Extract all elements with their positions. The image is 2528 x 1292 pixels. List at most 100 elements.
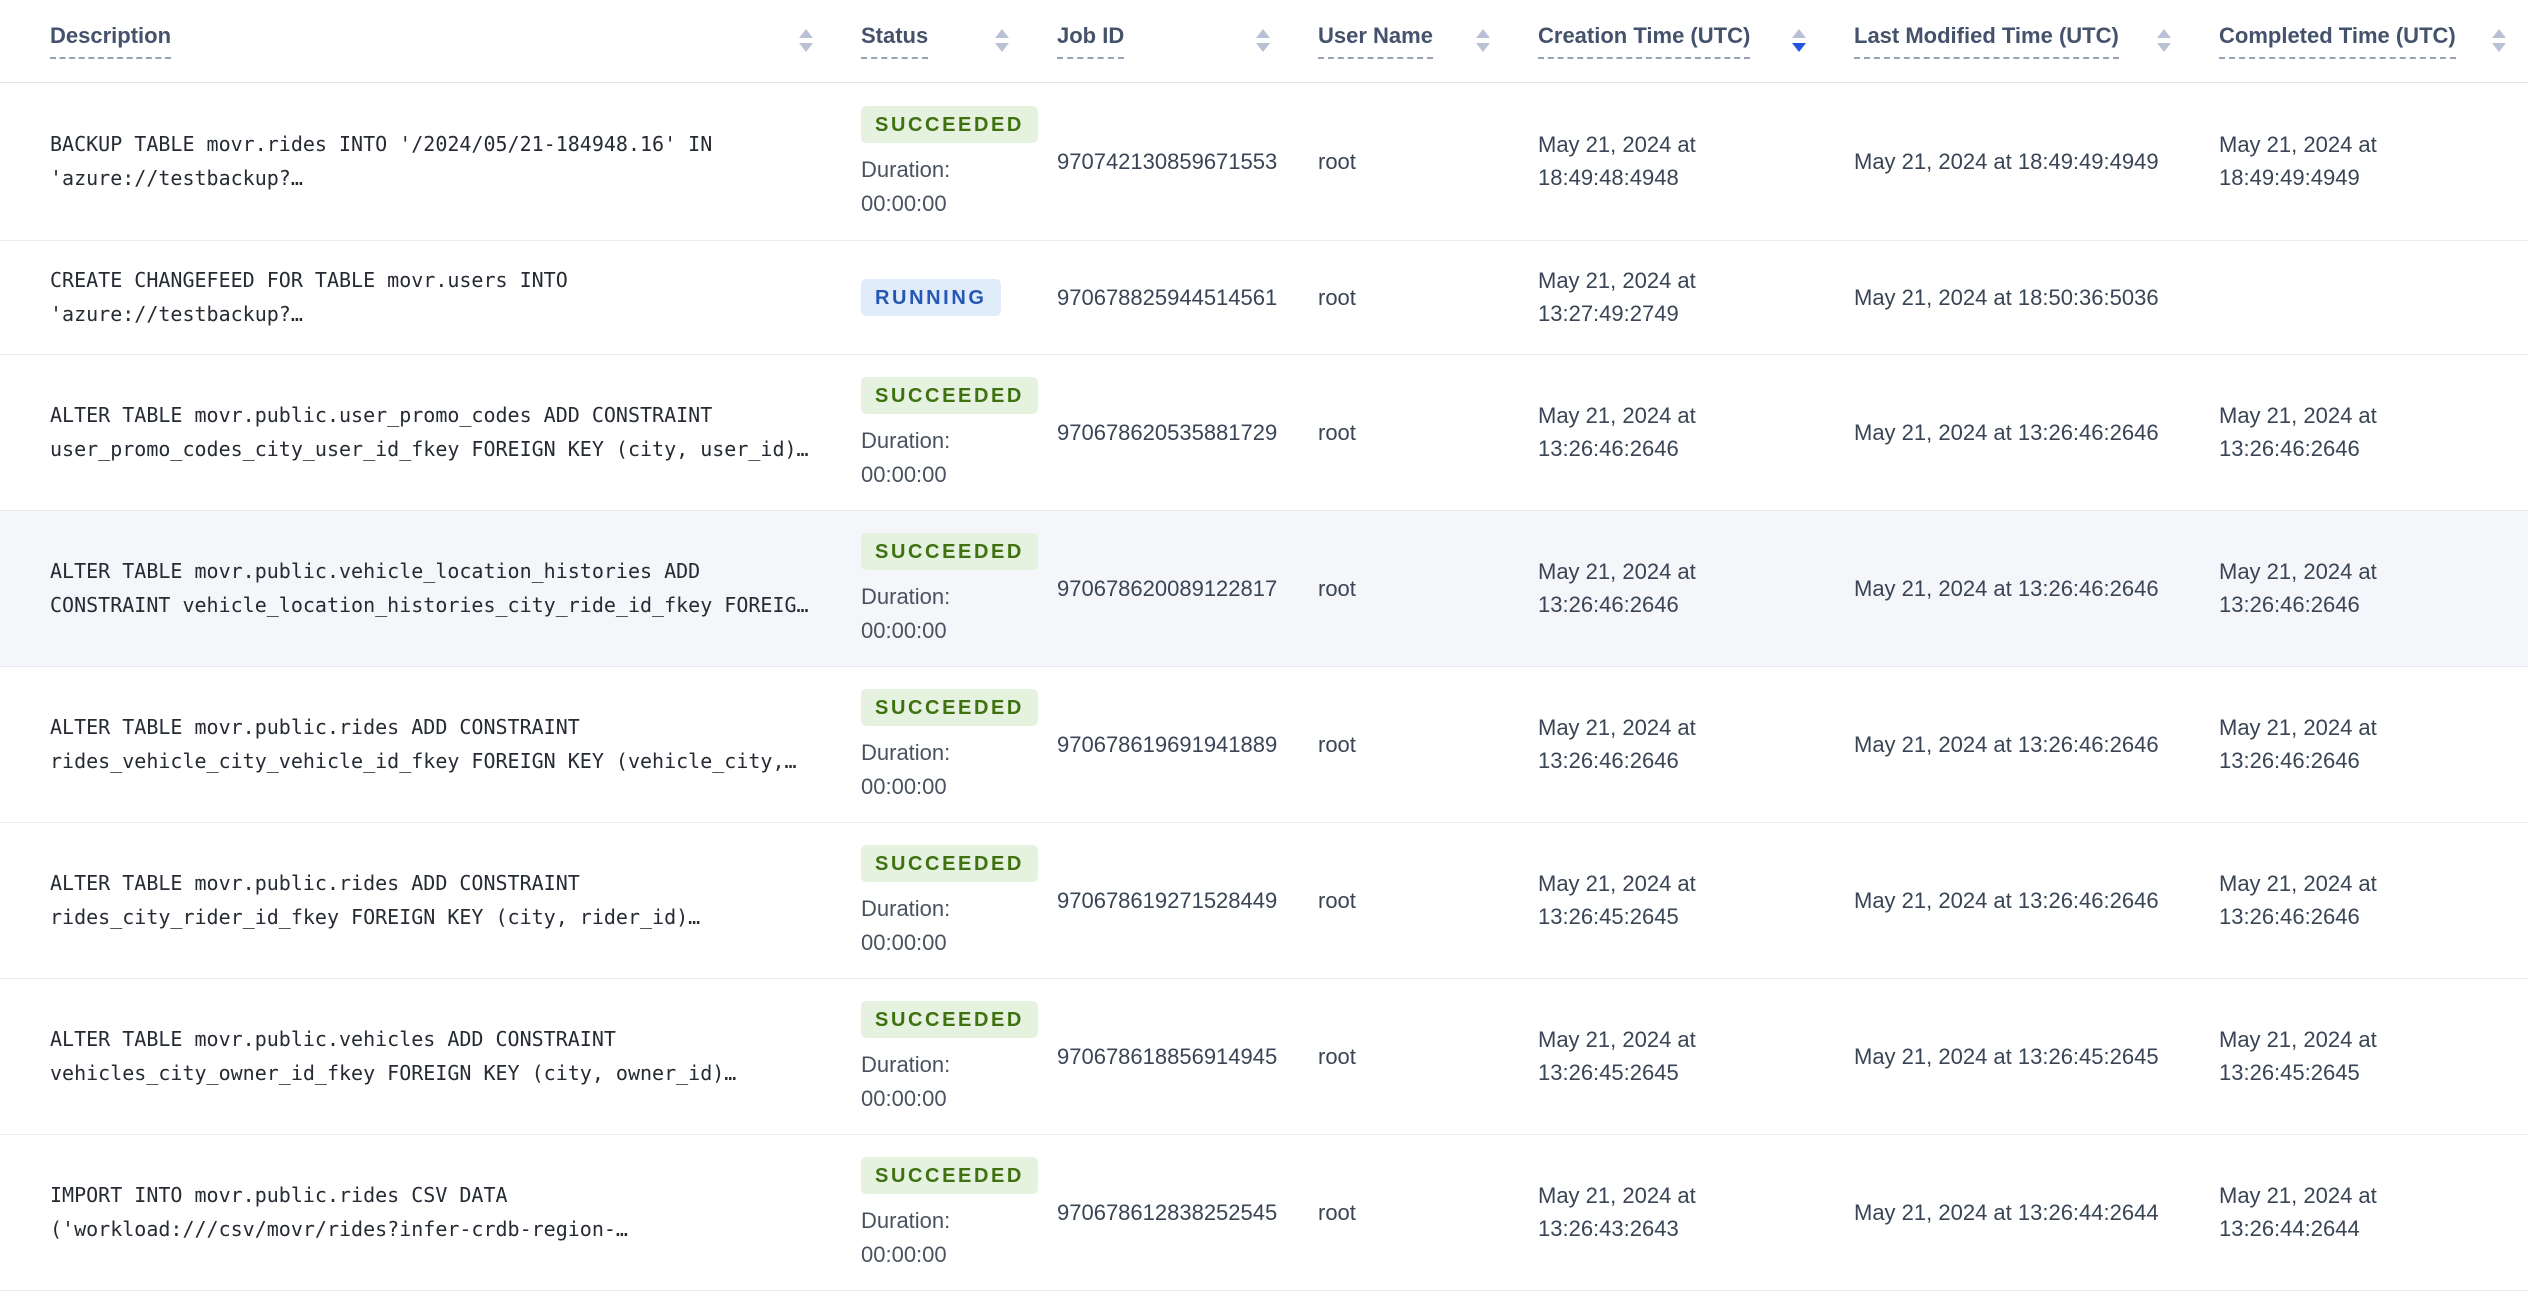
job-description-cell[interactable]: CREATE CHANGEFEED FOR TABLE movr.users I… (0, 240, 861, 355)
job-id-cell: 970678620089122817 (1057, 510, 1318, 667)
duration-value: 00:00:00 (861, 617, 947, 643)
sort-asc-icon[interactable] (1256, 29, 1270, 39)
user-name-cell: root (1318, 978, 1538, 1135)
last-modified-time-cell: May 21, 2024 at 13:26:46:2646 (1854, 666, 2219, 823)
job-description-cell[interactable]: BACKUP TABLE movr.rides INTO '/2024/05/2… (0, 82, 861, 241)
job-status-cell: SUCCEEDED Duration: 00:00:00 (861, 1134, 1057, 1291)
status-badge: SUCCEEDED (861, 105, 1038, 143)
column-header-status[interactable]: Status (861, 0, 1057, 83)
job-description-cell[interactable]: ALTER TABLE movr.public.rides ADD CONSTR… (0, 822, 861, 979)
creation-time-cell: May 21, 2024 at 13:26:43:2643 (1538, 1134, 1854, 1291)
user-name-cell: root (1318, 510, 1538, 667)
last-modified-time-cell: May 21, 2024 at 13:26:46:2646 (1854, 510, 2219, 667)
status-badge: SUCCEEDED (861, 532, 1038, 570)
creation-time-cell: May 21, 2024 at 13:26:45:2645 (1538, 822, 1854, 979)
sort-asc-icon[interactable] (2492, 29, 2506, 39)
column-header-completed-time[interactable]: Completed Time (UTC) (2219, 0, 2528, 83)
job-id-cell: 970742130859671553 (1057, 82, 1318, 241)
column-header-description[interactable]: Description (0, 0, 861, 83)
column-header-label: Completed Time (UTC) (2219, 23, 2456, 59)
sort-arrows-icon[interactable] (1256, 29, 1270, 53)
column-header-label: User Name (1318, 23, 1433, 59)
job-status-cell: SUCCEEDED Duration: 00:00:00 (861, 82, 1057, 241)
creation-time-cell: May 21, 2024 at 13:26:46:2646 (1538, 354, 1854, 511)
job-description-line: IMPORT INTO movr.public.rides CSV DATA (50, 1183, 508, 1207)
sort-desc-icon[interactable] (1256, 43, 1270, 53)
job-duration: Duration: 00:00:00 (861, 1208, 1057, 1268)
job-description-line: 'azure://testbackup?… (50, 302, 303, 326)
column-header-user-name[interactable]: User Name (1318, 0, 1538, 83)
table-row: ALTER TABLE movr.public.rides ADD CONSTR… (0, 666, 2528, 823)
job-duration: Duration: 00:00:00 (861, 157, 1057, 217)
header-row: Description Status Job ID User Name (0, 0, 2528, 83)
user-name-cell: root (1318, 1134, 1538, 1291)
creation-time-cell: May 21, 2024 at 13:26:46:2646 (1538, 666, 1854, 823)
duration-label: Duration: (861, 156, 951, 182)
sort-arrows-icon[interactable] (995, 29, 1009, 53)
job-description-cell[interactable]: ALTER TABLE movr.public.vehicles ADD CON… (0, 978, 861, 1135)
job-description-line: ALTER TABLE movr.public.user_promo_codes… (50, 403, 713, 427)
table-row: ALTER TABLE movr.public.vehicles ADD CON… (0, 978, 2528, 1135)
job-description-cell[interactable]: ALTER TABLE movr.public.vehicle_location… (0, 510, 861, 667)
sort-arrows-icon[interactable] (2492, 29, 2506, 53)
sort-asc-icon[interactable] (1792, 29, 1806, 39)
sort-asc-icon[interactable] (2157, 29, 2171, 39)
column-header-last-modified-time[interactable]: Last Modified Time (UTC) (1854, 0, 2219, 83)
user-name-cell: root (1318, 666, 1538, 823)
completed-time-cell: May 21, 2024 at 13:26:46:2646 (2219, 354, 2528, 511)
sort-asc-icon[interactable] (995, 29, 1009, 39)
job-description-cell[interactable]: ALTER TABLE movr.public.rides ADD CONSTR… (0, 666, 861, 823)
table-row: CREATE CHANGEFEED FOR TABLE movr.users I… (0, 240, 2528, 355)
last-modified-time-cell: May 21, 2024 at 13:26:45:2645 (1854, 978, 2219, 1135)
sort-arrows-icon[interactable] (1792, 29, 1806, 53)
status-badge: SUCCEEDED (861, 1000, 1038, 1038)
job-id-cell: 970678619691941889 (1057, 666, 1318, 823)
status-badge: SUCCEEDED (861, 376, 1038, 414)
job-description-line: rides_vehicle_city_vehicle_id_fkey FOREI… (50, 749, 797, 773)
sort-desc-icon[interactable] (2492, 43, 2506, 53)
job-status-cell: SUCCEEDED Duration: 00:00:00 (861, 822, 1057, 979)
sort-desc-icon[interactable] (995, 43, 1009, 53)
job-description-cell[interactable]: IMPORT INTO movr.public.rides CSV DATA ('… (0, 1134, 861, 1291)
column-header-label: Job ID (1057, 23, 1125, 59)
sort-desc-icon[interactable] (1792, 43, 1806, 53)
sort-desc-icon[interactable] (1476, 43, 1490, 53)
job-description-line: vehicles_city_owner_id_fkey FOREIGN KEY … (50, 1061, 737, 1085)
sort-asc-icon[interactable] (799, 29, 813, 39)
table-row: BACKUP TABLE movr.rides INTO '/2024/05/2… (0, 82, 2528, 241)
creation-time-cell: May 21, 2024 at 13:26:46:2646 (1538, 510, 1854, 667)
job-duration: Duration: 00:00:00 (861, 428, 1057, 488)
duration-value: 00:00:00 (861, 929, 947, 955)
table-row: ALTER TABLE movr.public.rides ADD CONSTR… (0, 822, 2528, 979)
job-status-cell: SUCCEEDED Duration: 00:00:00 (861, 666, 1057, 823)
status-badge: SUCCEEDED (861, 1156, 1038, 1194)
last-modified-time-cell: May 21, 2024 at 13:26:46:2646 (1854, 822, 2219, 979)
sort-asc-icon[interactable] (1476, 29, 1490, 39)
status-badge: RUNNING (861, 278, 1001, 316)
sort-arrows-icon[interactable] (2157, 29, 2171, 53)
column-header-label: Status (861, 23, 929, 59)
column-header-job-id[interactable]: Job ID (1057, 0, 1318, 83)
job-duration: Duration: 00:00:00 (861, 584, 1057, 644)
duration-value: 00:00:00 (861, 773, 947, 799)
sort-desc-icon[interactable] (2157, 43, 2171, 53)
job-description-line: CONSTRAINT vehicle_location_histories_ci… (50, 593, 809, 617)
sort-desc-icon[interactable] (799, 43, 813, 53)
duration-label: Duration: (861, 427, 951, 453)
job-duration: Duration: 00:00:00 (861, 740, 1057, 800)
job-duration: Duration: 00:00:00 (861, 1052, 1057, 1112)
sort-arrows-icon[interactable] (799, 29, 813, 53)
user-name-cell: root (1318, 240, 1538, 355)
table-row: ALTER TABLE movr.public.vehicle_location… (0, 510, 2528, 667)
job-description-line: user_promo_codes_city_user_id_fkey FOREI… (50, 437, 809, 461)
job-id-cell: 970678825944514561 (1057, 240, 1318, 355)
job-duration: Duration: 00:00:00 (861, 896, 1057, 956)
column-header-creation-time[interactable]: Creation Time (UTC) (1538, 0, 1854, 83)
job-id-cell: 970678612838252545 (1057, 1134, 1318, 1291)
sort-arrows-icon[interactable] (1476, 29, 1490, 53)
column-header-label: Description (50, 23, 172, 59)
creation-time-cell: May 21, 2024 at 18:49:48:4948 (1538, 82, 1854, 241)
job-description-line: CREATE CHANGEFEED FOR TABLE movr.users I… (50, 268, 568, 292)
job-description-cell[interactable]: ALTER TABLE movr.public.user_promo_codes… (0, 354, 861, 511)
